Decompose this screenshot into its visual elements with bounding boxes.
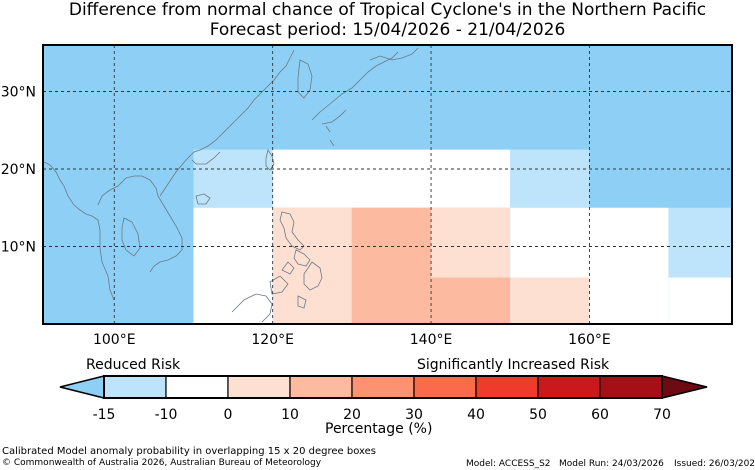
colorbar-tick-7: 50 <box>529 407 547 423</box>
colorbar-tick-6: 40 <box>467 407 485 423</box>
anomaly-cell-4 <box>272 207 352 324</box>
axis-labels: 100°E 120°E 140°E 160°E 10°N 20°N 30°N <box>1 85 611 349</box>
colorbar-tick-8: 60 <box>591 407 609 423</box>
colorbar-bin-7 <box>537 375 601 399</box>
reduced-risk-label: Reduced Risk <box>86 357 181 373</box>
colorbar-bin-8 <box>599 375 663 399</box>
lon-tick-label-100: 100°E <box>93 332 136 348</box>
footer-model-run: Model Run: 24/03/2026 <box>559 459 664 469</box>
anomaly-cell-10 <box>589 207 669 324</box>
chart-title-line1: Difference from normal chance of Tropica… <box>68 0 707 20</box>
colorbar-tick-5: 30 <box>405 407 423 423</box>
anomaly-cell-11 <box>668 207 732 278</box>
colorbar-bin-5 <box>413 375 477 399</box>
lon-tick-label-140: 140°E <box>410 332 453 348</box>
map-frame <box>42 44 733 325</box>
colorbar-bin-0 <box>103 375 167 399</box>
anomaly-cell-1 <box>272 149 511 208</box>
colorbar-tick-2: 0 <box>224 407 233 423</box>
colorbar-bin-2 <box>227 375 291 399</box>
colorbar-tick-4: 20 <box>343 407 361 423</box>
coastline <box>43 47 419 323</box>
graticule <box>43 45 732 324</box>
colorbar-tick-0: -15 <box>93 407 116 423</box>
colorbar-bin-4 <box>351 375 415 399</box>
anomaly-cell-8 <box>510 207 590 278</box>
map-cells <box>43 45 732 324</box>
colorbar-over-arrow <box>661 375 708 399</box>
colorbar-outline <box>103 375 663 399</box>
anomaly-cell-12 <box>668 277 732 324</box>
colorbar-xlabel: Percentage (%) <box>325 421 433 437</box>
footer-issued: Issued: 26/03/2026 <box>674 459 755 469</box>
anomaly-cell-5 <box>351 207 432 324</box>
anomaly-cell-0 <box>193 149 273 208</box>
anomaly-cell-9 <box>510 277 590 324</box>
colorbar-bin-1 <box>165 375 229 399</box>
lat-tick-label-30: 30°N <box>1 85 36 101</box>
colorbar-under-arrow <box>59 375 105 399</box>
colorbar-bin-3 <box>289 375 353 399</box>
footer-copyright: © Commonwealth of Australia 2026, Austra… <box>2 458 322 468</box>
anomaly-cell-3 <box>193 207 273 324</box>
chart-title-line2: Forecast period: 15/04/2026 - 21/04/2026 <box>209 20 566 40</box>
anomaly-cell-7 <box>431 277 511 324</box>
lat-tick-label-10: 10°N <box>1 240 36 256</box>
colorbar-tick-3: 10 <box>281 407 299 423</box>
anomaly-cell-6 <box>431 207 511 278</box>
increased-risk-label: Significantly Increased Risk <box>417 357 610 373</box>
colorbar-bin-6 <box>475 375 539 399</box>
lon-tick-label-160: 160°E <box>568 332 611 348</box>
colorbar: -15 -10 0 10 20 30 40 50 60 70 <box>59 375 708 423</box>
lon-tick-label-120: 120°E <box>251 332 294 348</box>
footer-note: Calibrated Model anomaly probability in … <box>2 446 377 457</box>
colorbar-tick-1: -10 <box>155 407 178 423</box>
anomaly-cell-2 <box>510 149 590 208</box>
footer-model: Model: ACCESS_S2 <box>466 459 551 469</box>
colorbar-tick-9: 70 <box>653 407 671 423</box>
lat-tick-label-20: 20°N <box>1 162 36 178</box>
